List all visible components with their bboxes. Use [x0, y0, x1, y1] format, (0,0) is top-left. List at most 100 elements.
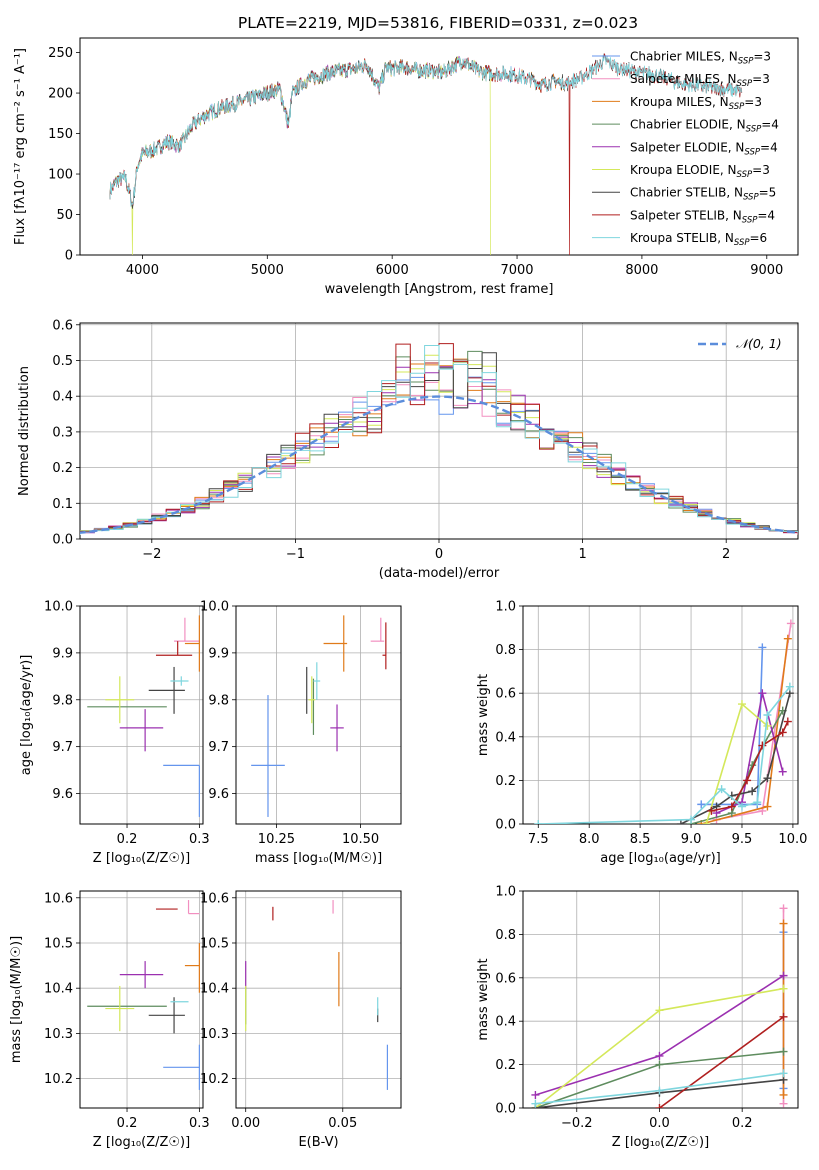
series-line	[538, 686, 791, 824]
data-marker	[676, 820, 685, 824]
data-marker	[753, 798, 762, 807]
x-tick-label: 0.2	[732, 1116, 753, 1131]
figure-title: PLATE=2219, MJD=53816, FIBERID=0331, z=0…	[238, 14, 638, 32]
x-tick-label: 0.05	[328, 1116, 357, 1131]
y-tick-label: 10.6	[200, 891, 229, 906]
x-tick-label: −1	[286, 547, 305, 562]
y-axis-label: mass weight	[476, 958, 491, 1040]
x-tick-label: 1	[578, 547, 586, 562]
series-line	[659, 1016, 784, 1108]
data-marker	[779, 919, 788, 928]
x-axis-label: Z [log₁₀(Z/Z☉)]	[612, 1135, 709, 1150]
data-marker	[779, 1099, 788, 1108]
age_vs_Z-points	[87, 615, 200, 817]
data-marker	[697, 800, 706, 809]
legend-label: Salpeter STELIB, NSSP=4	[630, 208, 775, 225]
x-tick-label: 2	[722, 547, 730, 562]
data-marker	[748, 787, 757, 796]
x-tick-label: 9.0	[681, 832, 702, 847]
y-tick-label: 10.6	[44, 891, 73, 906]
x-tick-label: 10.25	[258, 832, 295, 847]
legend-label: Kroupa STELIB, NSSP=6	[630, 231, 767, 248]
data-marker	[779, 971, 788, 980]
spectrum-line	[109, 57, 568, 208]
legend-label: Salpeter MILES, NSSP=3	[630, 72, 770, 89]
legend-label: Chabrier ELODIE, NSSP=4	[630, 118, 779, 135]
mass_weight_vs_Z-axes	[519, 890, 799, 1112]
legend-label: 𝒩(0, 1)	[736, 336, 782, 351]
data-marker	[687, 815, 696, 824]
x-tick-label: 0	[435, 547, 443, 562]
y-tick-label: 9.9	[208, 646, 229, 661]
data-marker	[779, 984, 788, 993]
y-tick-label: 10.4	[200, 982, 229, 997]
y-tick-label: 100	[48, 168, 73, 183]
mass_weight_vs_Z-lines	[531, 904, 788, 1108]
data-marker	[783, 634, 792, 643]
data-marker	[655, 1104, 664, 1108]
y-tick-label: 0.6	[495, 687, 516, 702]
y-tick-label: 9.8	[52, 693, 73, 708]
data-marker	[758, 643, 767, 652]
data-marker	[763, 711, 772, 719]
data-marker	[786, 619, 795, 628]
axes-frame	[235, 605, 402, 825]
data-marker	[727, 802, 736, 811]
x-tick-label: 8.0	[579, 832, 600, 847]
y-tick-label: 10.3	[200, 1027, 229, 1042]
x-tick-label: 8000	[625, 263, 658, 278]
histogram-step	[80, 345, 798, 535]
y-tick-label: 0.8	[495, 643, 516, 658]
y-tick-label: 0.4	[52, 390, 73, 405]
data-marker	[531, 1090, 540, 1099]
x-axis-label: Z [log₁₀(Z/Z☉)]	[93, 1135, 190, 1150]
axes-frame	[522, 605, 799, 825]
series-line	[701, 647, 764, 806]
y-axis-label: age [log₁₀(age/yr)]	[19, 655, 34, 776]
axes-frame	[235, 890, 402, 1109]
legend-label: Chabrier STELIB, NSSP=5	[630, 186, 776, 203]
y-tick-label: 0.4	[495, 1015, 516, 1030]
x-tick-label: 5000	[251, 263, 284, 278]
x-tick-label: 0.2	[117, 1116, 138, 1131]
spectrum-line	[109, 57, 568, 208]
y-tick-label: 0.0	[52, 533, 73, 548]
legend-label: Salpeter ELODIE, NSSP=4	[630, 140, 778, 157]
data-marker	[785, 682, 794, 691]
data-marker	[779, 1047, 788, 1056]
y-tick-label: 1.0	[495, 600, 516, 615]
x-tick-label: 10.50	[342, 832, 379, 847]
x-axis-label: Z [log₁₀(Z/Z☉)]	[93, 851, 190, 866]
x-tick-label: 0.00	[231, 1116, 260, 1131]
x-tick-label: 0.0	[649, 1116, 670, 1131]
y-tick-label: 0.0	[495, 818, 516, 833]
axes-frame	[522, 890, 799, 1109]
data-marker	[778, 767, 787, 776]
series-line	[711, 721, 789, 812]
y-tick-label: 0.2	[495, 774, 516, 789]
y-tick-label: 10.5	[44, 936, 73, 951]
axes-frame	[79, 37, 799, 256]
y-tick-label: 50	[56, 208, 73, 223]
x-tick-label: 9.5	[732, 832, 753, 847]
spectrum-lines	[109, 53, 743, 255]
normal-curve	[80, 395, 798, 534]
data-marker	[702, 820, 711, 824]
y-tick-label: 10.3	[44, 1027, 73, 1042]
data-marker	[783, 717, 792, 726]
data-marker	[763, 774, 772, 783]
data-marker	[655, 1051, 664, 1060]
y-tick-label: 0.0	[495, 1102, 516, 1117]
age_vs_mass-points	[251, 615, 387, 817]
y-tick-label: 10.2	[44, 1072, 73, 1087]
x-axis-label: age [log₁₀(age/yr)]	[600, 851, 721, 866]
data-marker	[778, 728, 787, 737]
mass_vs_Z-points	[87, 900, 200, 1090]
data-marker	[758, 741, 767, 750]
y-tick-label: 0.1	[52, 497, 73, 512]
data-marker	[758, 689, 767, 698]
age_vs_Z-axes	[76, 605, 204, 828]
y-tick-label: 200	[48, 87, 73, 102]
y-axis-label: mass [log₁₀(M/M☉)]	[9, 936, 24, 1063]
y-tick-label: 0.8	[495, 928, 516, 943]
